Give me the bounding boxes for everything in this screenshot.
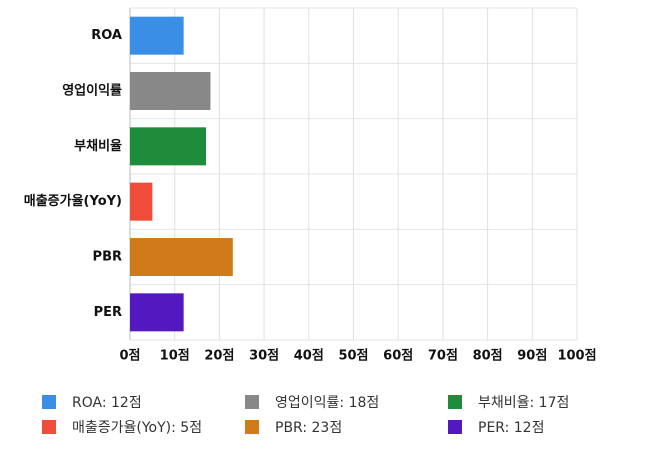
- y-tick-label: 부채비율: [74, 138, 122, 154]
- x-tick-label: 40점: [294, 349, 324, 364]
- bar: [130, 293, 184, 332]
- legend-swatch: [42, 420, 56, 434]
- x-tick-label: 60점: [383, 349, 413, 364]
- bar: [130, 182, 153, 221]
- y-tick-label: PBR: [93, 250, 122, 265]
- x-tick-label: 90점: [517, 349, 547, 364]
- bar: [130, 16, 184, 55]
- legend-swatch: [245, 420, 259, 434]
- x-tick-label: 80점: [473, 349, 503, 364]
- legend-label: PER: 12점: [478, 420, 544, 436]
- legend-swatch: [448, 420, 462, 434]
- legend-label: PBR: 23점: [275, 420, 342, 436]
- legend-swatch: [245, 395, 259, 409]
- legend-swatch: [42, 395, 56, 409]
- x-tick-label: 100점: [557, 349, 596, 364]
- legend-swatch: [448, 395, 462, 409]
- x-tick-label: 50점: [338, 349, 368, 364]
- bar: [130, 238, 233, 276]
- legend-label: 영업이익률: 18점: [275, 395, 379, 411]
- bar: [130, 127, 206, 166]
- x-tick-label: 10점: [160, 349, 190, 364]
- y-tick-label: 영업이익률: [62, 83, 122, 99]
- y-tick-label: PER: [94, 305, 122, 320]
- x-tick-label: 0점: [119, 349, 140, 364]
- x-tick-label: 20점: [204, 349, 234, 364]
- x-tick-label: 30점: [249, 349, 279, 364]
- x-tick-label: 70점: [428, 349, 458, 364]
- y-tick-label: 매출증가율(YoY): [24, 193, 122, 209]
- legend-label: ROA: 12점: [72, 395, 142, 411]
- bar: [130, 72, 211, 110]
- legend-label: 매출증가율(YoY): 5점: [72, 420, 202, 436]
- y-tick-label: ROA: [91, 28, 122, 43]
- legend-label: 부채비율: 17점: [478, 395, 569, 411]
